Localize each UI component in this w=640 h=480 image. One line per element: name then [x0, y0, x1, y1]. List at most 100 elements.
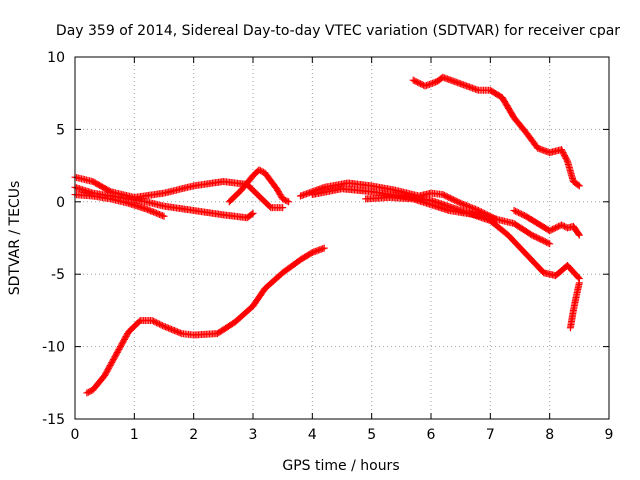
data-point — [167, 325, 175, 333]
data-point — [170, 327, 178, 335]
y-tick-label: 0 — [56, 195, 65, 211]
data-point — [160, 322, 168, 330]
data-point — [154, 210, 162, 218]
data-point — [86, 387, 94, 395]
data-point — [464, 202, 472, 210]
series-arc-7 — [308, 185, 583, 283]
data-point — [145, 206, 153, 214]
data-point — [173, 328, 181, 336]
x-tick-label: 7 — [486, 427, 495, 443]
data-point — [169, 326, 177, 334]
data-point — [418, 81, 426, 89]
plot-points — [71, 73, 583, 397]
data-point — [470, 205, 478, 213]
data-point — [148, 317, 156, 325]
data-point — [460, 200, 468, 208]
data-point — [84, 388, 92, 396]
data-point — [83, 389, 91, 397]
data-point — [512, 207, 520, 215]
data-point — [467, 203, 475, 211]
data-point — [411, 77, 419, 85]
data-point — [538, 236, 546, 244]
data-point — [153, 209, 161, 217]
data-point — [151, 318, 159, 326]
data-point — [546, 240, 554, 248]
data-point — [249, 209, 257, 217]
series-arc-6 — [296, 179, 554, 248]
data-point — [144, 206, 152, 214]
data-point — [439, 191, 447, 199]
data-point — [151, 209, 159, 217]
data-point — [150, 208, 158, 216]
data-point — [148, 207, 156, 215]
chart-title: Day 359 of 2014, Sidereal Day-to-day VTE… — [56, 23, 620, 39]
x-tick-label: 2 — [189, 427, 198, 443]
data-point — [280, 196, 288, 204]
data-point — [544, 239, 552, 247]
series-arc-4 — [225, 166, 293, 206]
y-tick-label: -15 — [42, 412, 65, 428]
data-point — [547, 226, 555, 234]
data-point — [550, 225, 558, 233]
data-point — [515, 209, 523, 217]
data-point — [412, 78, 420, 86]
series-arc-5 — [83, 244, 328, 397]
data-point — [415, 79, 423, 87]
data-point — [555, 222, 563, 230]
series-arc-8 — [362, 193, 500, 223]
data-point — [282, 196, 290, 204]
data-point — [160, 212, 168, 220]
data-point — [458, 200, 466, 208]
x-tick-label: 1 — [130, 427, 139, 443]
data-point — [255, 166, 263, 174]
data-point — [449, 196, 457, 204]
series-arc-1 — [71, 173, 287, 212]
data-point — [285, 198, 293, 206]
data-point — [510, 206, 518, 214]
data-point — [448, 195, 456, 203]
data-point — [535, 235, 543, 243]
data-point — [154, 319, 162, 327]
data-point — [283, 197, 291, 205]
data-point — [258, 167, 266, 175]
x-axis-label: GPS time / hours — [282, 458, 399, 474]
data-point — [279, 195, 287, 203]
data-point — [455, 199, 463, 207]
data-point — [469, 204, 477, 212]
series-arc-9 — [409, 73, 583, 190]
grid — [75, 57, 609, 419]
x-tick-label: 4 — [308, 427, 317, 443]
data-point — [451, 196, 459, 204]
x-tick-label: 6 — [427, 427, 436, 443]
data-point — [463, 202, 471, 210]
data-point — [175, 328, 183, 336]
data-point — [164, 324, 172, 332]
data-point — [558, 221, 566, 229]
data-point — [414, 78, 422, 86]
data-point — [279, 204, 287, 212]
data-point — [161, 323, 169, 331]
data-point — [532, 233, 540, 241]
data-point — [166, 325, 174, 333]
data-point — [457, 199, 465, 207]
data-point — [443, 193, 451, 201]
data-point — [529, 232, 537, 240]
data-point — [159, 212, 167, 220]
series-arc-3 — [71, 191, 168, 220]
data-point — [320, 244, 328, 252]
x-tick-label: 0 — [71, 427, 80, 443]
data-point — [454, 198, 462, 206]
series-arc-10 — [510, 206, 583, 239]
data-point — [574, 230, 582, 238]
data-point — [559, 222, 567, 230]
data-point — [528, 231, 536, 239]
data-point — [549, 225, 557, 233]
data-point — [466, 203, 474, 211]
data-point — [163, 324, 171, 332]
plot-frame — [74, 56, 610, 420]
y-ticks: -15 -10 -5 0 5 10 — [42, 50, 609, 428]
data-point — [452, 197, 460, 205]
data-point — [156, 210, 164, 218]
data-point — [440, 191, 448, 199]
